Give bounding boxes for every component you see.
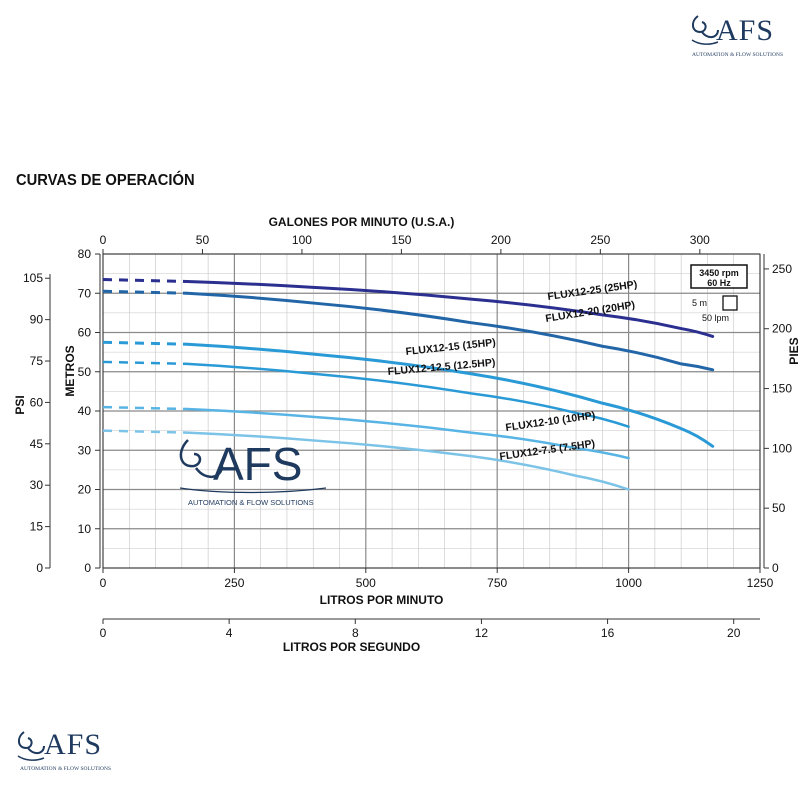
y-tick-label: 30	[78, 443, 92, 457]
x-tick-label: 0	[100, 576, 107, 590]
lps-axis-label: LITROS POR SEGUNDO	[283, 640, 420, 654]
series-line	[185, 362, 630, 428]
y-tick-label: 60	[78, 326, 92, 340]
series-dashed-line	[102, 278, 188, 283]
series-label: FLUX12-20 (20HP)	[545, 299, 636, 325]
top-tick-label: 0	[100, 233, 107, 247]
y-tick-label: 0	[84, 561, 91, 575]
series-line	[185, 279, 715, 338]
y-tick-label: 20	[78, 483, 92, 497]
right-tick-label: 250	[772, 262, 792, 276]
psi-tick-label: 90	[30, 313, 44, 327]
scale-square	[722, 295, 738, 311]
x-tick-label: 500	[356, 576, 376, 590]
lps-tick-label: 8	[352, 626, 359, 640]
rpm-box	[690, 264, 748, 289]
y-tick-label: 50	[78, 365, 92, 379]
watermark-swirl-icon	[194, 465, 224, 478]
series-dashed-line	[102, 405, 188, 411]
y-axis-label: METROS	[63, 345, 77, 396]
logo-mark: AFS	[716, 14, 775, 47]
psi-tick-label: 105	[23, 271, 43, 285]
top-tick-label: 50	[196, 233, 210, 247]
lps-tick-label: 0	[100, 626, 107, 640]
series-line	[185, 291, 715, 372]
logo-tagline: AUTOMATION & FLOW SOLUTIONS	[692, 52, 784, 58]
freq-text: 60 Hz	[707, 278, 731, 288]
watermark-tagline: AUTOMATION & FLOW SOLUTIONS	[188, 498, 314, 507]
top-tick-label: 200	[491, 233, 511, 247]
psi-tick-label: 15	[30, 520, 44, 534]
x-tick-label: 1250	[747, 576, 774, 590]
lps-tick-label: 20	[727, 626, 741, 640]
right-axis-label: PIES	[787, 337, 801, 364]
lps-tick-label: 12	[475, 626, 489, 640]
afs-swirl-icon	[17, 731, 45, 761]
psi-tick-label: 60	[30, 395, 44, 409]
series-dashed-line	[102, 289, 188, 295]
series-label: FLUX12-25 (25HP)	[547, 278, 638, 302]
lps-tick-label: 4	[226, 626, 233, 640]
x-tick-label: 250	[224, 576, 244, 590]
series-dashed-line	[102, 340, 188, 346]
rpm-text: 3450 rpm	[699, 268, 739, 278]
series-label: FLUX12-10 (10HP)	[505, 409, 596, 433]
right-tick-label: 100	[772, 441, 792, 455]
right-tick-label: 0	[772, 561, 779, 575]
psi-tick-label: 75	[30, 354, 44, 368]
watermark-underline	[179, 487, 327, 494]
top-tick-label: 300	[690, 233, 710, 247]
x-axis-label: LITROS POR MINUTO	[320, 593, 444, 607]
lps-tick-label: 16	[601, 626, 615, 640]
series-line	[185, 407, 630, 460]
y-tick-label: 70	[78, 286, 92, 300]
series-label: FLUX12-7.5 (7.5HP)	[499, 438, 596, 463]
top-axis-label: GALONES POR MINUTO (U.S.A.)	[269, 215, 455, 229]
series-line	[185, 431, 630, 491]
psi-tick-label: 30	[30, 478, 44, 492]
series-dashed-line	[102, 360, 188, 366]
right-tick-label: 200	[772, 322, 792, 336]
watermark-mark: AFS	[213, 438, 302, 490]
page-title: CURVAS DE OPERACIÓN	[16, 172, 195, 189]
x-tick-label: 750	[487, 576, 507, 590]
logo-mark: AFS	[44, 728, 103, 761]
psi-axis-label: PSI	[13, 395, 27, 414]
psi-tick-label: 0	[36, 561, 43, 575]
afs-swirl-icon	[691, 15, 719, 45]
top-tick-label: 150	[391, 233, 411, 247]
x-tick-label: 1000	[615, 576, 642, 590]
series-line	[185, 342, 715, 448]
psi-tick-label: 45	[30, 437, 44, 451]
y-tick-label: 80	[78, 247, 92, 261]
scale-x-text: 50 lpm	[702, 313, 729, 323]
scale-y-text: 5 m	[692, 298, 707, 308]
series-dashed-line	[102, 429, 188, 434]
right-tick-label: 150	[772, 382, 792, 396]
top-tick-label: 250	[590, 233, 610, 247]
top-tick-label: 100	[292, 233, 312, 247]
logo-tagline: AUTOMATION & FLOW SOLUTIONS	[20, 766, 112, 772]
right-tick-label: 50	[772, 501, 786, 515]
y-tick-label: 10	[78, 522, 92, 536]
series-label: FLUX12-15 (15HP)	[405, 337, 496, 358]
y-tick-label: 40	[78, 404, 92, 418]
watermark-swirl-icon	[179, 439, 202, 468]
